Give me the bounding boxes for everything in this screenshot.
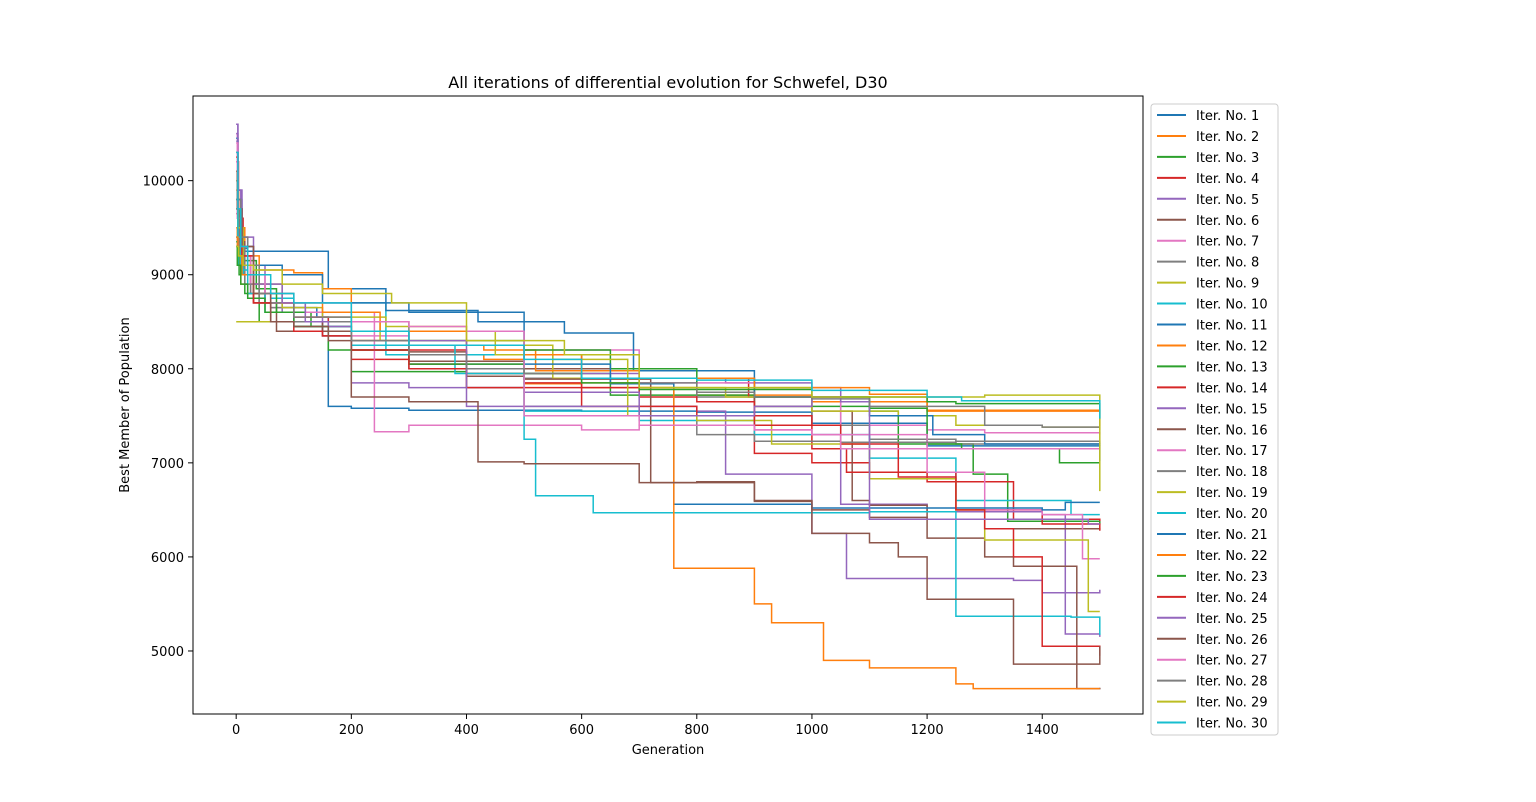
legend-label-13: Iter. No. 13	[1196, 360, 1268, 375]
x-tick-label: 1400	[1026, 723, 1059, 738]
x-axis: 0 200 400 600 800 1000 1200 1400	[232, 714, 1059, 738]
legend-label-16: Iter. No. 16	[1196, 423, 1268, 438]
legend-label-10: Iter. No. 10	[1196, 298, 1268, 313]
y-tick-label: 5000	[151, 645, 184, 660]
legend-label-21: Iter. No. 21	[1196, 528, 1268, 543]
legend-label-4: Iter. No. 4	[1196, 172, 1259, 187]
legend-label-12: Iter. No. 12	[1196, 339, 1268, 354]
x-tick-label: 600	[569, 723, 594, 738]
x-axis-label: Generation	[632, 743, 705, 758]
series-line-29	[236, 245, 1101, 492]
series-line-20	[236, 198, 1101, 635]
legend-label-6: Iter. No. 6	[1196, 214, 1259, 229]
series-layer	[236, 123, 1101, 690]
legend-label-26: Iter. No. 26	[1196, 633, 1268, 648]
x-tick-label: 1000	[795, 723, 828, 738]
x-tick-label: 1200	[911, 723, 944, 738]
legend-items: Iter. No. 1 Iter. No. 2 Iter. No. 3 Iter. N…	[1157, 109, 1268, 732]
legend-label-25: Iter. No. 25	[1196, 612, 1268, 627]
chart-title: All iterations of differential evolution…	[448, 73, 887, 92]
legend-label-14: Iter. No. 14	[1196, 381, 1268, 396]
legend-label-28: Iter. No. 28	[1196, 675, 1268, 690]
x-tick-label: 0	[232, 723, 240, 738]
y-tick-label: 6000	[151, 551, 184, 566]
legend-label-30: Iter. No. 30	[1196, 717, 1268, 732]
y-axis: 5000 6000 7000 8000 9000 10000	[143, 175, 193, 660]
legend-label-19: Iter. No. 19	[1196, 486, 1268, 501]
legend-label-1: Iter. No. 1	[1196, 109, 1259, 124]
x-tick-label: 200	[339, 723, 364, 738]
legend-label-2: Iter. No. 2	[1196, 130, 1259, 145]
series-line-30	[236, 151, 1101, 419]
legend-label-22: Iter. No. 22	[1196, 549, 1268, 564]
legend-label-24: Iter. No. 24	[1196, 591, 1268, 606]
legend-label-18: Iter. No. 18	[1196, 465, 1268, 480]
y-tick-label: 8000	[151, 363, 184, 378]
legend-label-29: Iter. No. 29	[1196, 696, 1268, 711]
legend-label-11: Iter. No. 11	[1196, 319, 1268, 334]
y-tick-label: 10000	[143, 175, 184, 190]
legend-label-5: Iter. No. 5	[1196, 193, 1259, 208]
x-tick-label: 800	[684, 723, 709, 738]
legend: Iter. No. 1 Iter. No. 2 Iter. No. 3 Iter. N…	[1150, 103, 1279, 736]
legend-label-17: Iter. No. 17	[1196, 444, 1268, 459]
y-tick-label: 9000	[151, 269, 184, 284]
legend-label-20: Iter. No. 20	[1196, 507, 1268, 522]
series-line-11	[236, 236, 1101, 446]
legend-label-15: Iter. No. 15	[1196, 402, 1268, 417]
legend-label-23: Iter. No. 23	[1196, 570, 1268, 585]
series-line-24	[236, 156, 1101, 656]
legend-label-8: Iter. No. 8	[1196, 256, 1259, 271]
legend-label-3: Iter. No. 3	[1196, 151, 1259, 166]
legend-label-27: Iter. No. 27	[1196, 654, 1268, 669]
y-axis-label: Best Member of Population	[118, 317, 133, 493]
legend-label-7: Iter. No. 7	[1196, 235, 1259, 250]
plot-frame	[192, 95, 1144, 715]
y-tick-label: 7000	[151, 457, 184, 472]
x-tick-label: 400	[454, 723, 479, 738]
legend-label-9: Iter. No. 9	[1196, 277, 1259, 292]
